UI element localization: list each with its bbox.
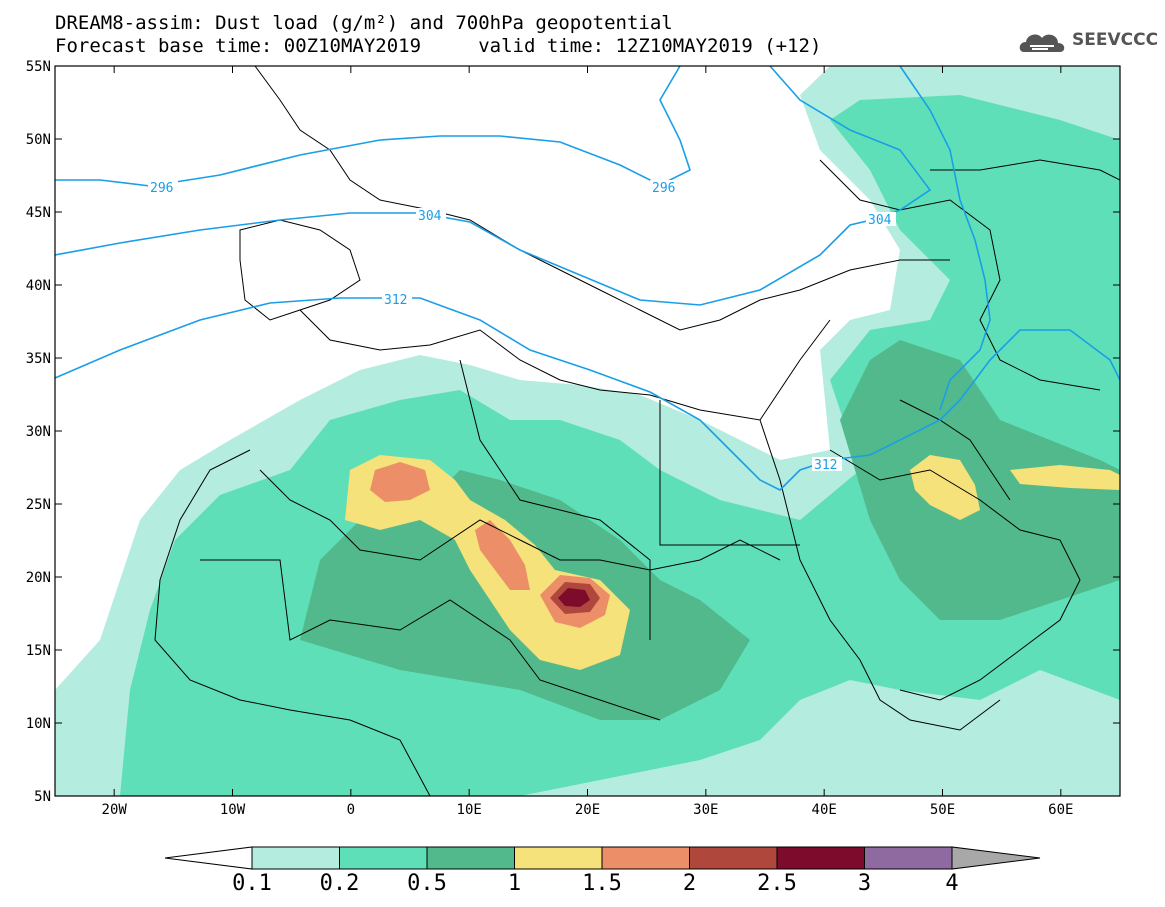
colorbar-tick-label: 1.5	[582, 871, 622, 896]
colorbar-swatch	[426, 846, 515, 870]
lon-tick-label: 20E	[575, 802, 600, 818]
map-title-line-1: DREAM8-assim: Dust load (g/m²) and 700hP…	[55, 12, 673, 34]
contour-312	[55, 297, 1120, 491]
lon-tick-label: 30E	[693, 802, 718, 818]
lat-tick-label: 50N	[26, 132, 51, 148]
contour-label-312-west: 312	[384, 293, 407, 308]
contour-label-296-east: 296	[652, 181, 675, 196]
colorbar-tick-label: 2	[682, 871, 697, 896]
lat-tick-label: 10N	[26, 716, 51, 732]
colorbar-tick-label: 0.1	[232, 871, 272, 896]
colorbar-tick-label: 2.5	[757, 871, 797, 896]
lat-tick-label: 35N	[26, 351, 51, 367]
lon-tick-label: 10E	[457, 802, 482, 818]
lon-tick-label: 20W	[102, 802, 128, 818]
dust-area-level-4-c	[1010, 465, 1120, 490]
dust-area-level-5	[370, 462, 430, 502]
dust-area-level-7	[558, 588, 590, 607]
lat-tick-label: 15N	[26, 643, 51, 659]
contour-label-304-west: 304	[418, 209, 442, 224]
dust-area-level-3-b	[840, 340, 1120, 620]
colorbar-swatch	[251, 846, 340, 870]
colorbar-tick-label: 1	[507, 871, 522, 896]
dust-area-level-4-b	[910, 455, 980, 520]
lat-tick-label: 55N	[26, 59, 51, 75]
contour-304	[55, 66, 932, 306]
longitude-axis: 20W 10W 0 10E 20E 30E 40E 50E 60E	[102, 66, 1073, 818]
map-title-line-2: Forecast base time: 00Z10MAY2019 valid t…	[55, 35, 822, 57]
colorbar-over-triangle	[951, 846, 1041, 870]
contour-296-b	[899, 66, 991, 411]
colorbar	[164, 846, 1041, 870]
colorbar-tick-label: 0.2	[319, 871, 360, 896]
contour-label-296-west: 296	[150, 181, 173, 196]
contour-label-312-east: 312	[814, 458, 837, 473]
contour-label-304-east: 304	[868, 213, 892, 228]
latitude-axis: 55N 50N 45N 40N 35N 30N 25N 20N 15N 10N 5N	[26, 59, 1120, 805]
lat-tick-label: 25N	[26, 497, 51, 513]
contour-labels: 296 296 304 304 312 312	[148, 180, 896, 473]
lon-tick-label: 40E	[812, 802, 837, 818]
cloud-logo-icon	[1019, 34, 1065, 52]
colorbar-tick-label: 3	[857, 871, 872, 896]
colorbar-tick-label: 0.5	[407, 871, 447, 896]
lat-tick-label: 40N	[26, 278, 51, 294]
logo-text: SEEVCCC	[1072, 30, 1159, 50]
colorbar-swatch	[689, 846, 778, 870]
lon-tick-label: 0	[347, 802, 355, 818]
colorbar-swatch	[864, 846, 953, 870]
colorbar-tick-label: 4	[945, 871, 959, 896]
colorbar-swatch	[601, 846, 690, 870]
colorbar-swatch	[776, 846, 865, 870]
coastlines	[154, 66, 1120, 796]
colorbar-swatch	[514, 846, 603, 870]
lat-tick-label: 5N	[34, 789, 51, 805]
lat-tick-label: 30N	[26, 424, 51, 440]
lon-tick-label: 10W	[220, 802, 246, 818]
lon-tick-label: 50E	[930, 802, 955, 818]
dust-area-level-5-b	[475, 520, 530, 590]
colorbar-under-triangle	[164, 846, 253, 870]
lat-tick-label: 45N	[26, 205, 51, 221]
lat-tick-label: 20N	[26, 570, 51, 586]
colorbar-swatch	[339, 846, 428, 870]
lon-tick-label: 60E	[1048, 802, 1073, 818]
